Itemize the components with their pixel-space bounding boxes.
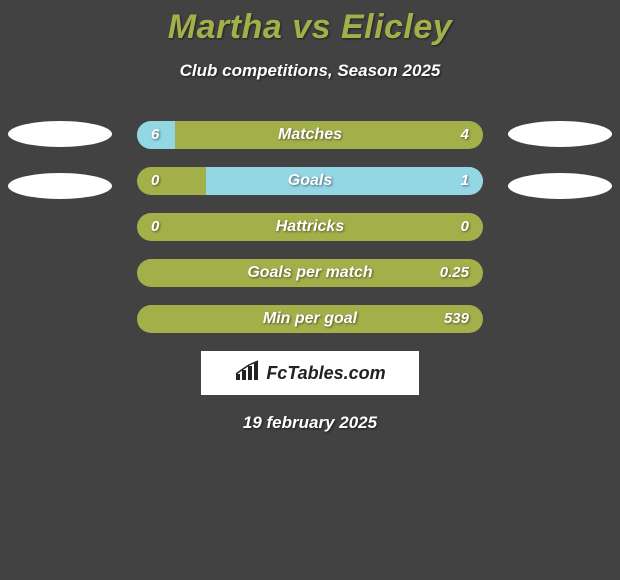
- stat-row-matches: 6 Matches 4: [137, 121, 483, 149]
- stat-label: Hattricks: [137, 213, 483, 241]
- stat-value-right: 1: [461, 167, 469, 195]
- stat-row-min-per-goal: Min per goal 539: [137, 305, 483, 333]
- stat-row-hattricks: 0 Hattricks 0: [137, 213, 483, 241]
- stats-area: 6 Matches 4 0 Goals 1 0 Hattricks 0 Goal…: [0, 121, 620, 333]
- stat-label: Min per goal: [137, 305, 483, 333]
- avatar-placeholder-left-2: [8, 173, 112, 199]
- stat-label: Goals per match: [137, 259, 483, 287]
- stat-label: Matches: [137, 121, 483, 149]
- avatar-placeholder-right-2: [508, 173, 612, 199]
- stat-row-goals: 0 Goals 1: [137, 167, 483, 195]
- stat-value-right: 539: [444, 305, 469, 333]
- subtitle: Club competitions, Season 2025: [0, 61, 620, 81]
- logo-text: FcTables.com: [266, 363, 385, 384]
- avatar-placeholder-left-1: [8, 121, 112, 147]
- stat-value-right: 4: [461, 121, 469, 149]
- avatar-placeholder-right-1: [508, 121, 612, 147]
- date-line: 19 february 2025: [0, 413, 620, 433]
- stat-value-right: 0: [461, 213, 469, 241]
- page-title: Martha vs Elicley: [0, 0, 620, 47]
- stat-row-goals-per-match: Goals per match 0.25: [137, 259, 483, 287]
- fctables-logo: FcTables.com: [201, 351, 419, 395]
- stat-label: Goals: [137, 167, 483, 195]
- chart-icon: [234, 360, 262, 387]
- stat-value-right: 0.25: [440, 259, 469, 287]
